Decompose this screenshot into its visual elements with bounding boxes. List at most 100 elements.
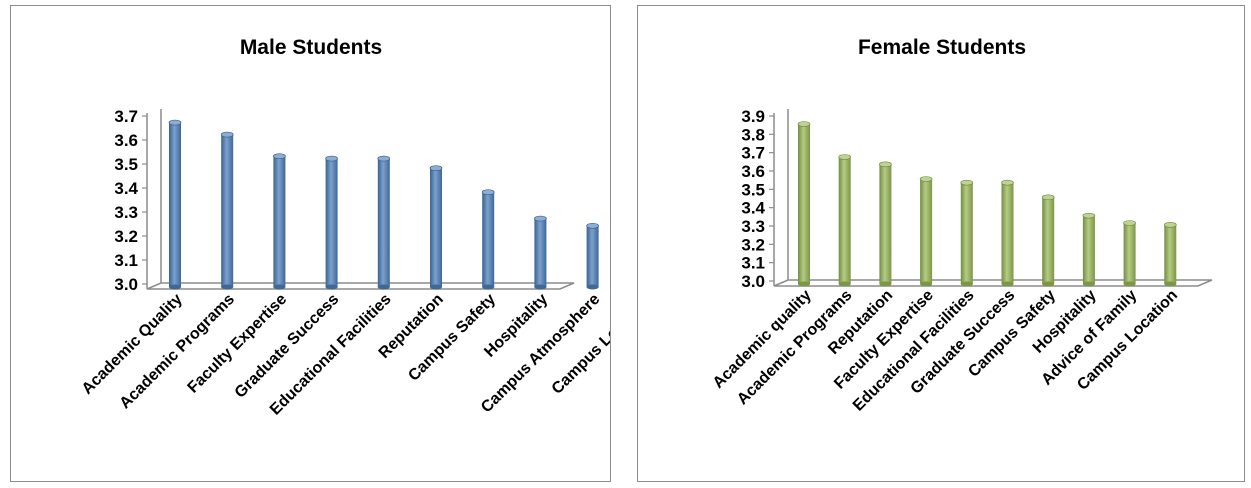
male-bar (377, 155, 391, 290)
male-bar-top (586, 223, 599, 229)
male-bar-base (377, 284, 390, 290)
male-bar-base (430, 284, 442, 290)
female-bar-body (879, 164, 892, 284)
male-y-tick-label: 3.6 (114, 131, 138, 150)
male-bar (273, 153, 286, 290)
female-bar-top (1082, 212, 1096, 219)
female-y-tick-label: 3.9 (741, 107, 765, 126)
male-bar-base (482, 284, 495, 290)
male-bar (534, 215, 547, 290)
female-bar-base (920, 281, 933, 287)
female-bar-top (797, 121, 811, 127)
female-y-tick-label: 3.6 (741, 162, 765, 181)
male-category-label: Academic Quality (79, 291, 186, 398)
female-bar (1123, 220, 1136, 287)
female-bar-top (838, 154, 851, 160)
female-bar-body (1042, 197, 1055, 284)
male-bar-top (481, 189, 495, 195)
male-y-tick-label: 3.2 (114, 227, 138, 246)
female-bar (1001, 179, 1014, 287)
male-floor (146, 282, 575, 290)
male-bar-base (325, 284, 338, 290)
male-bar-top (325, 155, 338, 162)
female-chart-title: Female Students (858, 36, 1026, 59)
female-axes (769, 109, 1213, 287)
female-bar-top (960, 179, 974, 186)
male-y-tick-label: 3.3 (114, 203, 138, 222)
female-bar (1041, 194, 1055, 287)
male-bar-top (534, 215, 547, 222)
female-bar-base (960, 281, 973, 287)
female-bar-base (798, 281, 810, 287)
male-bar-body (586, 225, 599, 287)
male-bar-body (273, 156, 286, 287)
male-bar-body (325, 158, 338, 287)
male-bar-body (430, 168, 442, 287)
male-bar-base (169, 284, 181, 290)
male-bar-base (273, 284, 286, 290)
male-bar (325, 155, 338, 290)
female-bar (960, 179, 974, 287)
female-y-tick-label: 3.8 (741, 125, 765, 144)
male-students-chart: Male Students 3.0 3.1 3.2 3.3 3.4 3.5 3.6 3.7 Aca… (79, 36, 610, 419)
female-students-chart-panel: Female Students 3.0 3.1 3.2 3.3 3.4 3.5 3.6 3.7 3… (637, 5, 1245, 482)
female-bar-body (1164, 224, 1177, 284)
male-bar-top (377, 155, 391, 162)
female-y-tick-label: 3.0 (741, 272, 765, 291)
female-bar-body (920, 179, 933, 284)
male-y-tick-label: 3.7 (114, 107, 138, 126)
female-y-tick-label: 3.2 (741, 235, 765, 254)
female-bar-top (1163, 222, 1177, 228)
male-axes (142, 109, 575, 290)
female-bar (879, 161, 892, 287)
male-bar (220, 131, 234, 290)
male-y-tick-label: 3.4 (114, 179, 138, 198)
male-bar (586, 223, 599, 290)
female-bar-top (879, 161, 892, 168)
female-bar (838, 154, 851, 287)
male-category-label: Faculty Expertise (185, 291, 291, 397)
female-bar-body (798, 124, 810, 284)
male-bar-top (429, 165, 443, 171)
female-y-tick-label: 3.1 (741, 254, 765, 273)
male-bar-body (534, 218, 547, 287)
male-bar-base (221, 284, 234, 290)
male-bar (168, 119, 182, 290)
male-bar (429, 165, 443, 290)
female-bar-top (919, 176, 933, 182)
female-bar-body (1082, 215, 1095, 284)
female-bar-body (838, 157, 851, 284)
male-bar-top (168, 119, 182, 126)
female-bar-body (1123, 223, 1136, 284)
female-y-tick-label: 3.4 (741, 199, 765, 218)
female-bar-top (1001, 179, 1014, 186)
male-bar-base (534, 284, 547, 290)
male-bar-body (169, 122, 181, 287)
female-bar-top (1041, 194, 1055, 201)
female-bar-base (1082, 281, 1095, 287)
male-category-label: Campus Safety (405, 291, 499, 385)
female-bar-base (1123, 281, 1136, 287)
male-y-tick-label: 3.0 (114, 275, 138, 294)
female-bar-base (1001, 281, 1014, 287)
female-bar (1082, 212, 1096, 287)
female-bar (919, 176, 933, 287)
female-y-tick-label: 3.3 (741, 217, 765, 236)
female-bar-body (1001, 182, 1014, 284)
male-y-tick-label: 3.5 (114, 155, 138, 174)
female-bar-body (960, 182, 973, 284)
male-bar-base (586, 284, 599, 290)
female-y-tick-label: 3.5 (741, 180, 765, 199)
male-students-chart-panel: Male Students 3.0 3.1 3.2 3.3 3.4 3.5 3.6 3.7 Aca… (10, 5, 611, 482)
female-bar-top (1123, 220, 1136, 226)
female-bar-base (1164, 281, 1177, 287)
female-bar-base (879, 281, 892, 287)
female-bar (797, 121, 811, 287)
male-bar-top (273, 153, 286, 159)
male-bar (481, 189, 495, 290)
female-bar (1163, 222, 1177, 287)
male-bar-body (377, 158, 390, 287)
female-bar-base (1042, 281, 1055, 287)
male-bar-top (220, 131, 234, 138)
female-students-chart: Female Students3.03.13.23.33.43.53.63.73… (710, 36, 1213, 415)
